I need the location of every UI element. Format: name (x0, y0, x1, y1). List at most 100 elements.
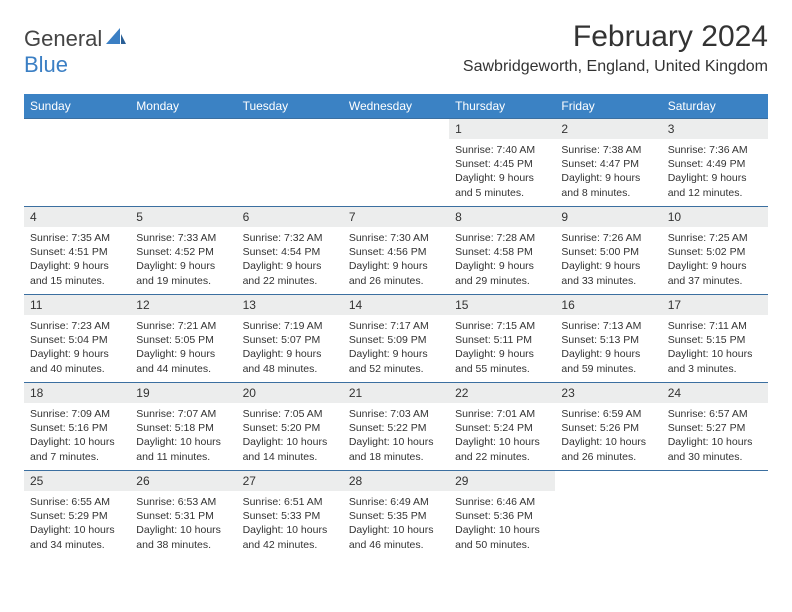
day-number: 9 (555, 207, 661, 227)
day-content: Sunrise: 7:32 AMSunset: 4:54 PMDaylight:… (237, 227, 343, 294)
calendar-day-cell: 9Sunrise: 7:26 AMSunset: 5:00 PMDaylight… (555, 207, 661, 295)
calendar-day-cell: 7Sunrise: 7:30 AMSunset: 4:56 PMDaylight… (343, 207, 449, 295)
day-number: 1 (449, 119, 555, 139)
day-number: 21 (343, 383, 449, 403)
day-number: 18 (24, 383, 130, 403)
day-content: Sunrise: 7:09 AMSunset: 5:16 PMDaylight:… (24, 403, 130, 470)
calendar-day-cell: 15Sunrise: 7:15 AMSunset: 5:11 PMDayligh… (449, 295, 555, 383)
calendar-day-cell: 5Sunrise: 7:33 AMSunset: 4:52 PMDaylight… (130, 207, 236, 295)
calendar-day-cell: 1Sunrise: 7:40 AMSunset: 4:45 PMDaylight… (449, 119, 555, 207)
weekday-header: Tuesday (237, 94, 343, 119)
day-content: Sunrise: 7:07 AMSunset: 5:18 PMDaylight:… (130, 403, 236, 470)
calendar-day-cell: 23Sunrise: 6:59 AMSunset: 5:26 PMDayligh… (555, 383, 661, 471)
day-number: 28 (343, 471, 449, 491)
calendar-empty-cell (130, 119, 236, 207)
calendar-day-cell: 12Sunrise: 7:21 AMSunset: 5:05 PMDayligh… (130, 295, 236, 383)
day-number: 5 (130, 207, 236, 227)
day-content: Sunrise: 6:57 AMSunset: 5:27 PMDaylight:… (662, 403, 768, 470)
calendar-day-cell: 13Sunrise: 7:19 AMSunset: 5:07 PMDayligh… (237, 295, 343, 383)
calendar-table: SundayMondayTuesdayWednesdayThursdayFrid… (24, 94, 768, 559)
calendar-day-cell: 22Sunrise: 7:01 AMSunset: 5:24 PMDayligh… (449, 383, 555, 471)
day-content: Sunrise: 7:11 AMSunset: 5:15 PMDaylight:… (662, 315, 768, 382)
day-number: 14 (343, 295, 449, 315)
calendar-week-row: 4Sunrise: 7:35 AMSunset: 4:51 PMDaylight… (24, 207, 768, 295)
calendar-day-cell: 28Sunrise: 6:49 AMSunset: 5:35 PMDayligh… (343, 471, 449, 559)
calendar-day-cell: 18Sunrise: 7:09 AMSunset: 5:16 PMDayligh… (24, 383, 130, 471)
day-number: 11 (24, 295, 130, 315)
day-number: 12 (130, 295, 236, 315)
calendar-day-cell: 26Sunrise: 6:53 AMSunset: 5:31 PMDayligh… (130, 471, 236, 559)
calendar-day-cell: 29Sunrise: 6:46 AMSunset: 5:36 PMDayligh… (449, 471, 555, 559)
day-content: Sunrise: 7:23 AMSunset: 5:04 PMDaylight:… (24, 315, 130, 382)
header: General February 2024 Sawbridgeworth, En… (24, 20, 768, 76)
weekday-header: Thursday (449, 94, 555, 119)
day-content: Sunrise: 7:15 AMSunset: 5:11 PMDaylight:… (449, 315, 555, 382)
calendar-day-cell: 14Sunrise: 7:17 AMSunset: 5:09 PMDayligh… (343, 295, 449, 383)
day-content: Sunrise: 6:46 AMSunset: 5:36 PMDaylight:… (449, 491, 555, 558)
logo: General (24, 26, 128, 52)
day-content: Sunrise: 7:38 AMSunset: 4:47 PMDaylight:… (555, 139, 661, 206)
calendar-week-row: 18Sunrise: 7:09 AMSunset: 5:16 PMDayligh… (24, 383, 768, 471)
logo-text-general: General (24, 26, 102, 52)
day-number: 10 (662, 207, 768, 227)
title-block: February 2024 Sawbridgeworth, England, U… (463, 20, 768, 76)
day-content: Sunrise: 7:26 AMSunset: 5:00 PMDaylight:… (555, 227, 661, 294)
day-content: Sunrise: 7:30 AMSunset: 4:56 PMDaylight:… (343, 227, 449, 294)
calendar-day-cell: 11Sunrise: 7:23 AMSunset: 5:04 PMDayligh… (24, 295, 130, 383)
logo-sail-icon (106, 28, 126, 51)
calendar-body: 1Sunrise: 7:40 AMSunset: 4:45 PMDaylight… (24, 119, 768, 559)
day-number: 15 (449, 295, 555, 315)
calendar-empty-cell (24, 119, 130, 207)
calendar-day-cell: 24Sunrise: 6:57 AMSunset: 5:27 PMDayligh… (662, 383, 768, 471)
day-number: 26 (130, 471, 236, 491)
calendar-day-cell: 25Sunrise: 6:55 AMSunset: 5:29 PMDayligh… (24, 471, 130, 559)
day-number: 23 (555, 383, 661, 403)
calendar-empty-cell (555, 471, 661, 559)
day-content: Sunrise: 6:55 AMSunset: 5:29 PMDaylight:… (24, 491, 130, 558)
logo-text-blue: Blue (24, 52, 68, 78)
day-number: 4 (24, 207, 130, 227)
calendar-day-cell: 10Sunrise: 7:25 AMSunset: 5:02 PMDayligh… (662, 207, 768, 295)
weekday-header: Friday (555, 94, 661, 119)
day-content: Sunrise: 7:03 AMSunset: 5:22 PMDaylight:… (343, 403, 449, 470)
day-content: Sunrise: 7:36 AMSunset: 4:49 PMDaylight:… (662, 139, 768, 206)
day-content: Sunrise: 7:35 AMSunset: 4:51 PMDaylight:… (24, 227, 130, 294)
weekday-header: Wednesday (343, 94, 449, 119)
weekday-header: Sunday (24, 94, 130, 119)
weekday-header: Saturday (662, 94, 768, 119)
day-number: 6 (237, 207, 343, 227)
calendar-day-cell: 17Sunrise: 7:11 AMSunset: 5:15 PMDayligh… (662, 295, 768, 383)
day-content: Sunrise: 6:49 AMSunset: 5:35 PMDaylight:… (343, 491, 449, 558)
day-content: Sunrise: 7:40 AMSunset: 4:45 PMDaylight:… (449, 139, 555, 206)
calendar-day-cell: 16Sunrise: 7:13 AMSunset: 5:13 PMDayligh… (555, 295, 661, 383)
calendar-day-cell: 27Sunrise: 6:51 AMSunset: 5:33 PMDayligh… (237, 471, 343, 559)
day-number: 19 (130, 383, 236, 403)
day-content: Sunrise: 7:33 AMSunset: 4:52 PMDaylight:… (130, 227, 236, 294)
day-number: 29 (449, 471, 555, 491)
weekday-header: Monday (130, 94, 236, 119)
day-number: 17 (662, 295, 768, 315)
calendar-day-cell: 3Sunrise: 7:36 AMSunset: 4:49 PMDaylight… (662, 119, 768, 207)
calendar-day-cell: 4Sunrise: 7:35 AMSunset: 4:51 PMDaylight… (24, 207, 130, 295)
calendar-week-row: 25Sunrise: 6:55 AMSunset: 5:29 PMDayligh… (24, 471, 768, 559)
day-number: 22 (449, 383, 555, 403)
day-number: 25 (24, 471, 130, 491)
calendar-day-cell: 21Sunrise: 7:03 AMSunset: 5:22 PMDayligh… (343, 383, 449, 471)
day-number: 8 (449, 207, 555, 227)
calendar-week-row: 11Sunrise: 7:23 AMSunset: 5:04 PMDayligh… (24, 295, 768, 383)
day-content: Sunrise: 7:17 AMSunset: 5:09 PMDaylight:… (343, 315, 449, 382)
day-number: 24 (662, 383, 768, 403)
calendar-header-row: SundayMondayTuesdayWednesdayThursdayFrid… (24, 94, 768, 119)
calendar-day-cell: 2Sunrise: 7:38 AMSunset: 4:47 PMDaylight… (555, 119, 661, 207)
calendar-day-cell: 19Sunrise: 7:07 AMSunset: 5:18 PMDayligh… (130, 383, 236, 471)
day-content: Sunrise: 7:25 AMSunset: 5:02 PMDaylight:… (662, 227, 768, 294)
day-content: Sunrise: 6:53 AMSunset: 5:31 PMDaylight:… (130, 491, 236, 558)
day-content: Sunrise: 6:51 AMSunset: 5:33 PMDaylight:… (237, 491, 343, 558)
day-content: Sunrise: 7:13 AMSunset: 5:13 PMDaylight:… (555, 315, 661, 382)
day-content: Sunrise: 6:59 AMSunset: 5:26 PMDaylight:… (555, 403, 661, 470)
location: Sawbridgeworth, England, United Kingdom (463, 58, 768, 76)
calendar-day-cell: 6Sunrise: 7:32 AMSunset: 4:54 PMDaylight… (237, 207, 343, 295)
day-content: Sunrise: 7:21 AMSunset: 5:05 PMDaylight:… (130, 315, 236, 382)
calendar-week-row: 1Sunrise: 7:40 AMSunset: 4:45 PMDaylight… (24, 119, 768, 207)
day-content: Sunrise: 7:01 AMSunset: 5:24 PMDaylight:… (449, 403, 555, 470)
